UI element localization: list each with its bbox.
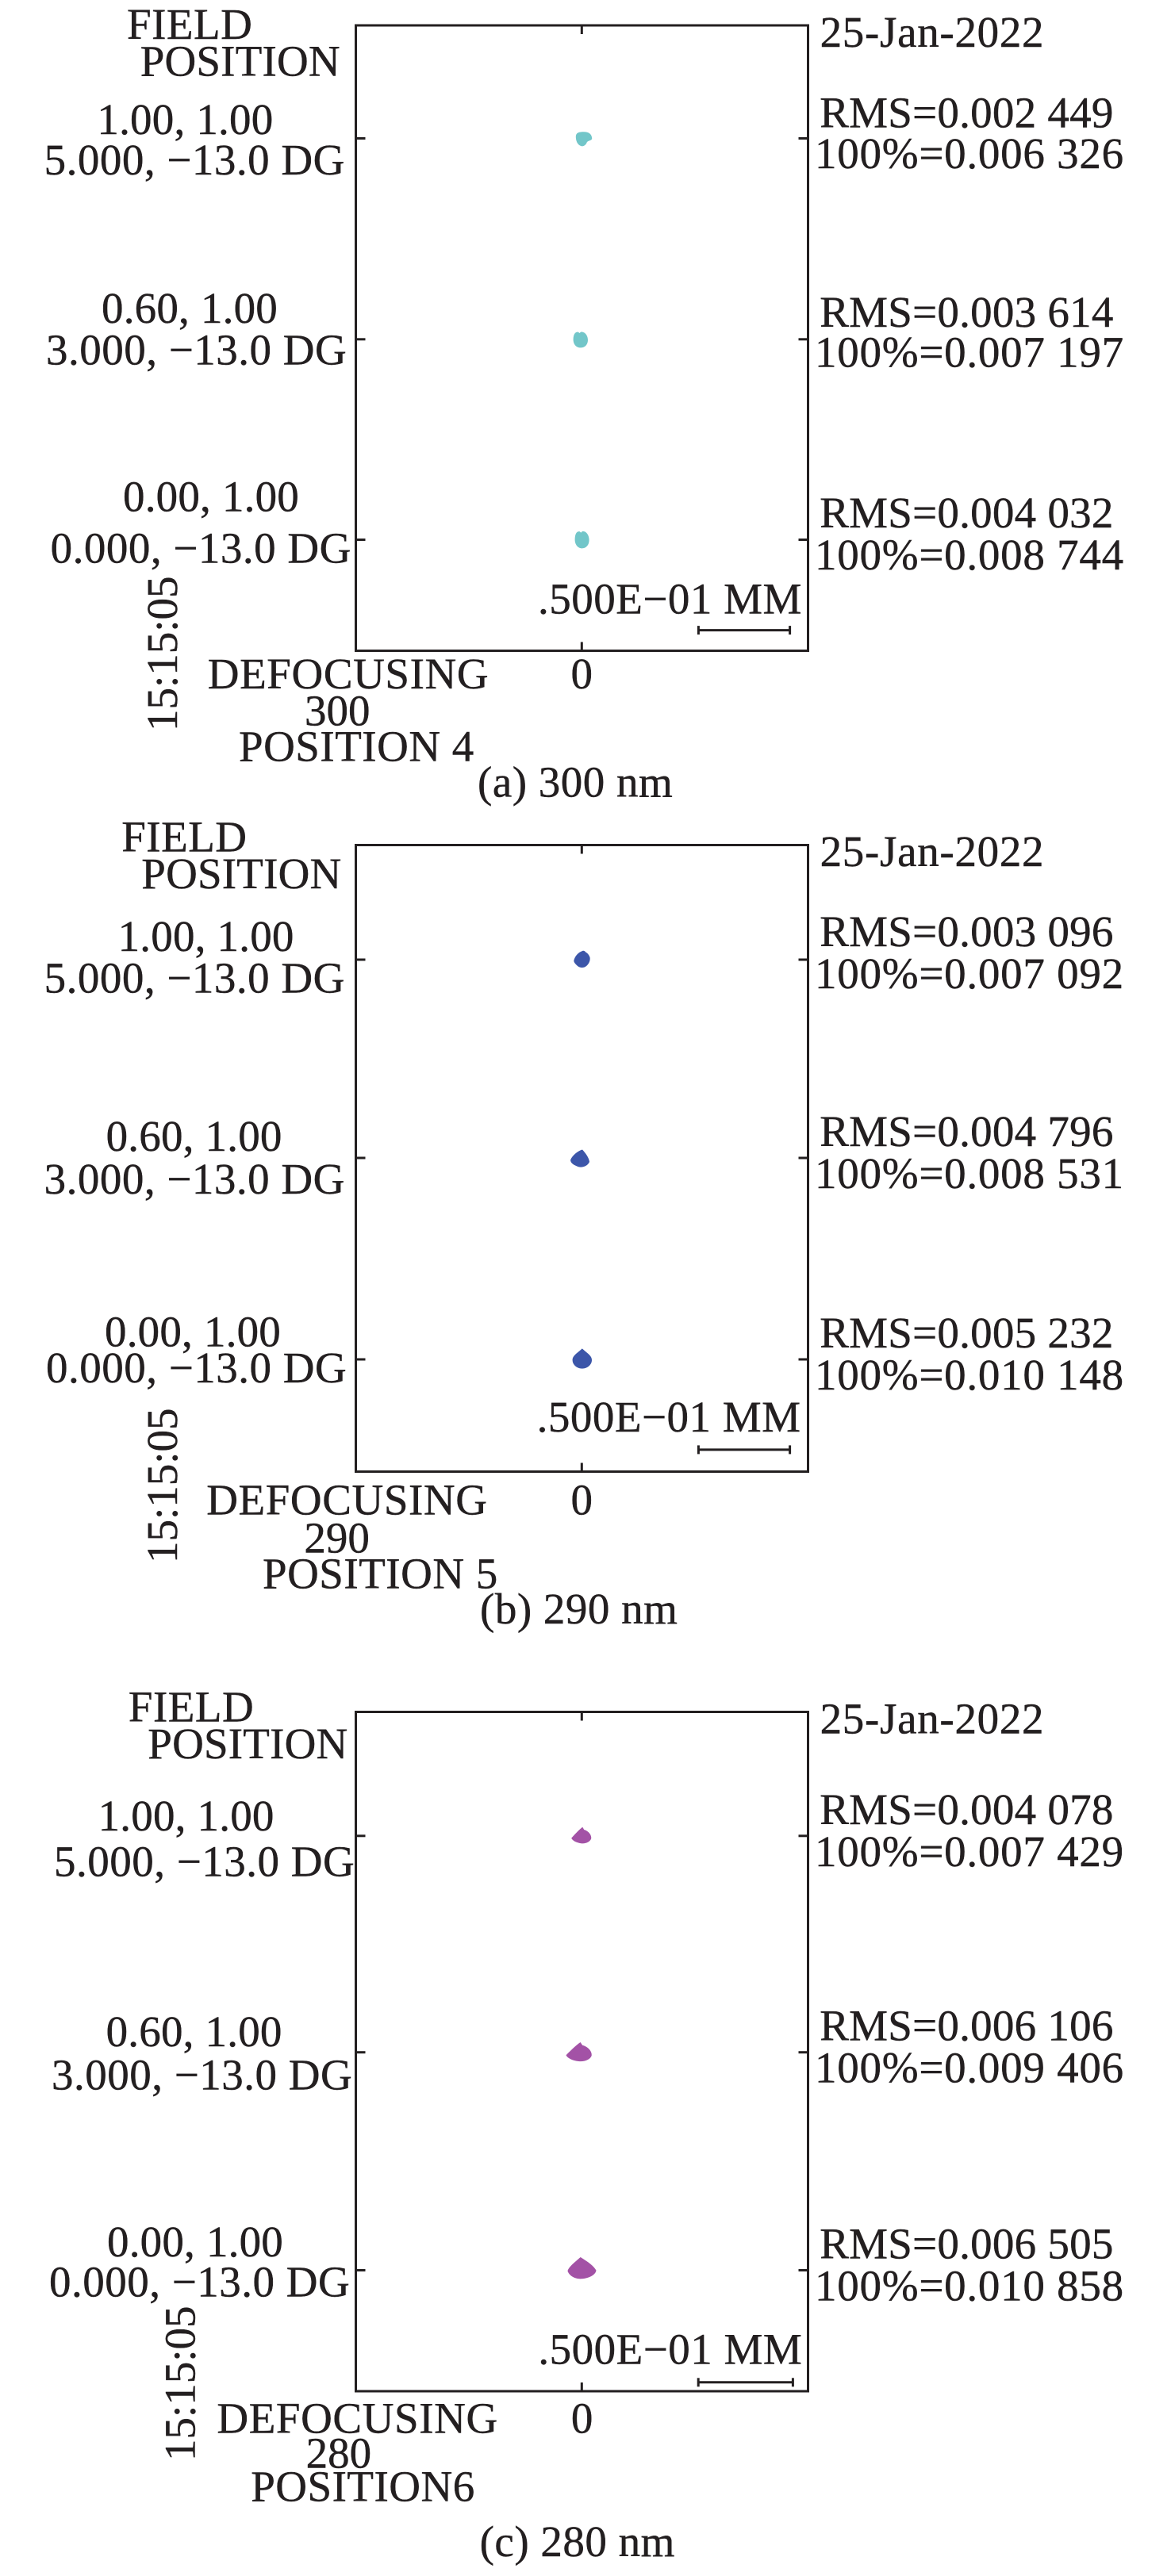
svg-text:RMS=0.004 032: RMS=0.004 032 [820,489,1113,537]
svg-text:0.60, 1.00: 0.60, 1.00 [102,284,278,332]
svg-text:.500E−01 MM: .500E−01 MM [538,2325,802,2374]
svg-text:0.60, 1.00: 0.60, 1.00 [106,1112,282,1160]
svg-text:1.00, 1.00: 1.00, 1.00 [97,95,273,144]
svg-text:100%=0.007 197: 100%=0.007 197 [815,328,1124,377]
svg-text:RMS=0.006 106: RMS=0.006 106 [820,2002,1113,2050]
svg-text:POSITION: POSITION [148,1719,347,1768]
svg-text:1.00, 1.00: 1.00, 1.00 [98,1792,275,1840]
svg-text:25-Jan-2022: 25-Jan-2022 [820,8,1045,56]
svg-text:.500E−01 MM: .500E−01 MM [538,575,802,623]
svg-text:0.00, 1.00: 0.00, 1.00 [123,473,299,521]
svg-text:DEFOCUSING: DEFOCUSING [217,2394,497,2443]
svg-text:100%=0.006 326: 100%=0.006 326 [815,129,1124,178]
svg-text:3.000, −13.0 DG: 3.000, −13.0 DG [44,1155,345,1203]
svg-text:1.00, 1.00: 1.00, 1.00 [118,912,294,960]
svg-text:290: 290 [304,1514,370,1562]
svg-text:POSITION: POSITION [140,36,340,85]
svg-text:(b) 290 nm: (b) 290 nm [480,1585,678,1633]
svg-text:0.60, 1.00: 0.60, 1.00 [106,2007,282,2056]
svg-text:25-Jan-2022: 25-Jan-2022 [820,827,1045,876]
svg-text:15:15:05: 15:15:05 [138,576,186,731]
svg-text:0.000, −13.0 DG: 0.000, −13.0 DG [46,1344,347,1392]
svg-text:0: 0 [571,1475,593,1524]
svg-text:5.000, −13.0 DG: 5.000, −13.0 DG [44,954,345,1002]
svg-text:POSITION6: POSITION6 [251,2463,475,2511]
svg-text:15:15:05: 15:15:05 [138,1408,186,1563]
svg-text:DEFOCUSING: DEFOCUSING [206,1475,487,1524]
svg-text:DEFOCUSING: DEFOCUSING [208,650,489,698]
svg-text:0: 0 [571,2394,593,2443]
svg-text:RMS=0.003 614: RMS=0.003 614 [820,288,1113,336]
svg-text:(c) 280 nm: (c) 280 nm [480,2517,675,2566]
svg-text:RMS=0.003 096: RMS=0.003 096 [820,907,1113,956]
svg-text:300: 300 [305,687,370,735]
svg-text:15:15:05: 15:15:05 [156,2306,205,2461]
svg-text:RMS=0.004 078: RMS=0.004 078 [820,1785,1113,1834]
svg-text:100%=0.010 148: 100%=0.010 148 [815,1351,1124,1399]
svg-text:FIELD: FIELD [129,1683,254,1731]
svg-text:FIELD: FIELD [127,0,252,48]
svg-text:FIELD: FIELD [121,813,247,861]
svg-text:100%=0.007 092: 100%=0.007 092 [815,949,1124,998]
svg-text:100%=0.008 744: 100%=0.008 744 [815,531,1124,579]
svg-text:100%=0.009 406: 100%=0.009 406 [815,2044,1124,2092]
svg-text:5.000, −13.0 DG: 5.000, −13.0 DG [44,136,345,184]
svg-text:RMS=0.004 796: RMS=0.004 796 [820,1107,1113,1156]
svg-text:25-Jan-2022: 25-Jan-2022 [820,1694,1045,1742]
svg-text:0.000, −13.0 DG: 0.000, −13.0 DG [51,523,351,572]
svg-text:100%=0.010 858: 100%=0.010 858 [815,2262,1124,2310]
svg-text:0: 0 [571,650,593,698]
svg-text:3.000, −13.0 DG: 3.000, −13.0 DG [52,2050,352,2099]
svg-text:POSITION 5: POSITION 5 [263,1549,498,1597]
svg-text:.500E−01 MM: .500E−01 MM [537,1393,801,1441]
svg-text:280: 280 [306,2428,372,2477]
svg-text:5.000, −13.0 DG: 5.000, −13.0 DG [54,1838,355,1886]
svg-text:POSITION: POSITION [141,849,341,898]
svg-text:100%=0.007 429: 100%=0.007 429 [815,1827,1124,1876]
svg-text:RMS=0.005 232: RMS=0.005 232 [820,1309,1113,1357]
svg-text:(a) 300 nm: (a) 300 nm [478,758,673,807]
svg-text:0.00, 1.00: 0.00, 1.00 [105,1307,281,1355]
svg-text:100%=0.008 531: 100%=0.008 531 [815,1149,1124,1198]
svg-text:RMS=0.006 505: RMS=0.006 505 [820,2220,1113,2268]
svg-text:0.000, −13.0 DG: 0.000, −13.0 DG [49,2258,350,2306]
svg-text:RMS=0.002 449: RMS=0.002 449 [820,89,1113,137]
svg-text:3.000, −13.0 DG: 3.000, −13.0 DG [46,325,347,374]
svg-text:0.00, 1.00: 0.00, 1.00 [107,2218,283,2266]
svg-text:POSITION 4: POSITION 4 [239,722,474,770]
